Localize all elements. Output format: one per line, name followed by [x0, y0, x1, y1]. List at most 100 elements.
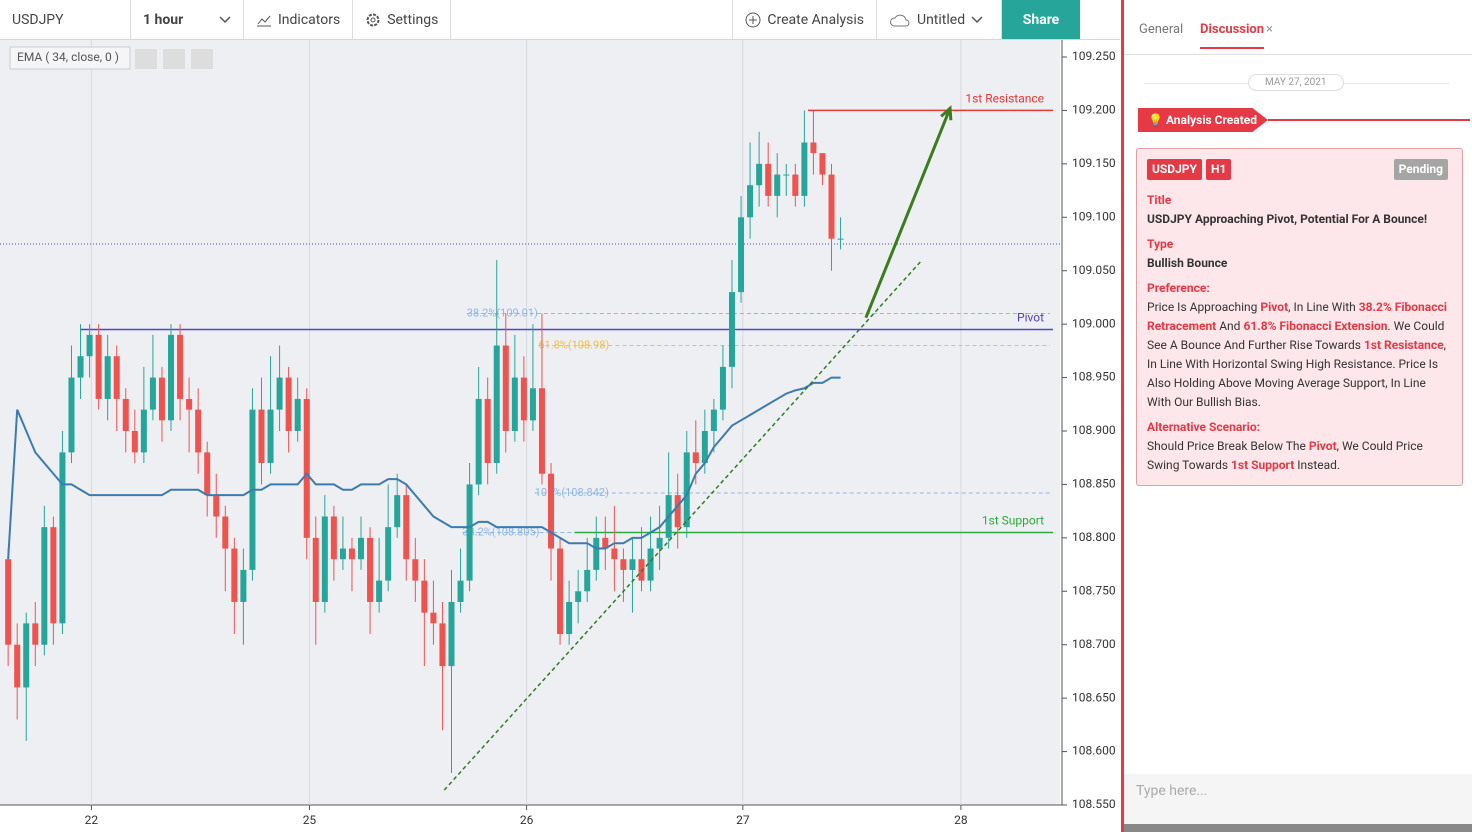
candle-body — [719, 366, 726, 410]
symbol-select[interactable]: USDJPY — [0, 0, 131, 39]
candle-body — [511, 377, 518, 431]
candle-body — [195, 409, 202, 453]
candle-body — [122, 398, 129, 431]
candle-body — [403, 495, 410, 560]
tab-discussion[interactable]: Discussion — [1200, 22, 1265, 49]
candle-body — [738, 217, 745, 293]
fib-label: 38.2%(108.805) — [462, 525, 539, 538]
candle-body — [430, 612, 437, 624]
alternative-label: Alternative Scenario: — [1147, 420, 1261, 434]
candle-body — [611, 548, 618, 560]
tab-general[interactable]: General — [1139, 22, 1184, 37]
ema-line — [7, 376, 841, 560]
candle-body — [50, 527, 57, 624]
candle-body — [339, 548, 346, 560]
candle-body — [674, 495, 681, 528]
candle-body — [358, 537, 365, 560]
y-tick-label: 108.900 — [1072, 423, 1116, 437]
candle-body — [602, 537, 609, 549]
candle-body — [303, 398, 310, 538]
text-run: , In Line With — [1288, 300, 1359, 314]
candle-body — [747, 185, 754, 218]
type: Bullish Bounce — [1147, 256, 1228, 270]
candle-body — [638, 559, 645, 581]
candle-body — [276, 377, 283, 410]
candle-body — [312, 537, 319, 602]
label: Settings — [387, 11, 439, 28]
candle-body — [140, 409, 147, 453]
candle-body — [168, 334, 175, 421]
candle-body — [783, 174, 790, 176]
settings-button[interactable]: Settings — [353, 0, 452, 39]
icon — [366, 13, 380, 26]
type-label: Type — [1147, 237, 1174, 251]
candle-body — [557, 548, 564, 635]
indicator-legend: EMA ( 34, close, 0 ) — [9, 46, 213, 70]
badges: USDJPY H1 Pending — [1147, 159, 1452, 185]
tab-close[interactable]: × — [1266, 22, 1273, 37]
delete-button[interactable] — [191, 49, 213, 69]
chevron — [971, 15, 983, 23]
candle-body — [774, 174, 781, 196]
symbol-badge: USDJPY — [1147, 159, 1202, 180]
candle-body — [566, 601, 573, 635]
candle-body — [348, 548, 355, 560]
highlight-run: 38.2% Fibonacci Retracement — [1147, 300, 1447, 333]
candle-body — [656, 537, 663, 549]
toolbar: USDJPY 1 hour Indicators Settings Create… — [0, 0, 1120, 40]
layout-select[interactable]: Untitled — [877, 0, 1002, 39]
message-input[interactable]: Type here... — [1124, 774, 1472, 824]
candle-body — [810, 142, 817, 154]
interval-select[interactable]: 1 hour — [131, 0, 244, 39]
preference-label: Preference: — [1147, 281, 1210, 295]
eye-button[interactable] — [135, 49, 157, 69]
chart: 22 25 26 27 28 109.250 109.200 109.150 109.100 10… — [0, 40, 1116, 827]
title: USDJPY Approaching Pivot, Potential For … — [1147, 212, 1428, 226]
candle-body — [285, 377, 292, 431]
y-tick-label: 109.200 — [1072, 103, 1116, 117]
y-tick-label: 109.000 — [1072, 316, 1116, 330]
candle-body — [756, 163, 763, 186]
candle-body — [385, 527, 392, 581]
candle-body — [41, 527, 48, 645]
side-panel: General Discussion × MAY 27, 2021 💡 Anal… — [1121, 0, 1472, 832]
indicators-button[interactable]: Indicators — [244, 0, 354, 39]
candle-body — [629, 559, 636, 570]
plot-background — [0, 40, 1060, 805]
candle-body — [584, 569, 591, 592]
label: Share — [1022, 11, 1060, 28]
candle-body — [728, 292, 735, 367]
candle-body — [575, 591, 582, 602]
analysis-card: USDJPY H1 Pending Title USDJPY Approaching… — [1136, 148, 1463, 486]
spacer — [451, 0, 732, 39]
arrow-head — [940, 105, 953, 121]
y-tick-label: 109.250 — [1072, 49, 1116, 63]
candle-body — [267, 409, 274, 464]
share-button[interactable]: Share — [1002, 0, 1080, 39]
gear-button[interactable] — [163, 49, 185, 69]
status-badge: Pending — [1393, 159, 1448, 180]
candle-body — [548, 473, 555, 549]
y-tick-label: 109.050 — [1072, 263, 1116, 277]
candle-body — [792, 174, 799, 196]
candle-body — [204, 452, 211, 496]
candle-body — [620, 559, 627, 570]
candle-body — [14, 644, 21, 688]
input-bar — [1124, 824, 1472, 832]
highlight-run: 1st Support — [1231, 458, 1295, 472]
candle-body — [466, 484, 473, 581]
level-label: 1st Resistance — [965, 92, 1044, 106]
legend-box — [9, 46, 131, 70]
create-analysis-button[interactable]: Create Analysis — [732, 0, 877, 39]
candle-body — [213, 495, 220, 517]
level-label: 1st Support — [982, 514, 1044, 528]
timeframe-badge: H1 — [1205, 159, 1232, 180]
candle-body — [475, 398, 482, 485]
icon — [257, 15, 271, 26]
legend-label: EMA ( 34, close, 0 ) — [17, 50, 119, 64]
candle-body — [765, 163, 772, 196]
candle-body — [32, 623, 39, 645]
event-rule — [1268, 119, 1470, 121]
